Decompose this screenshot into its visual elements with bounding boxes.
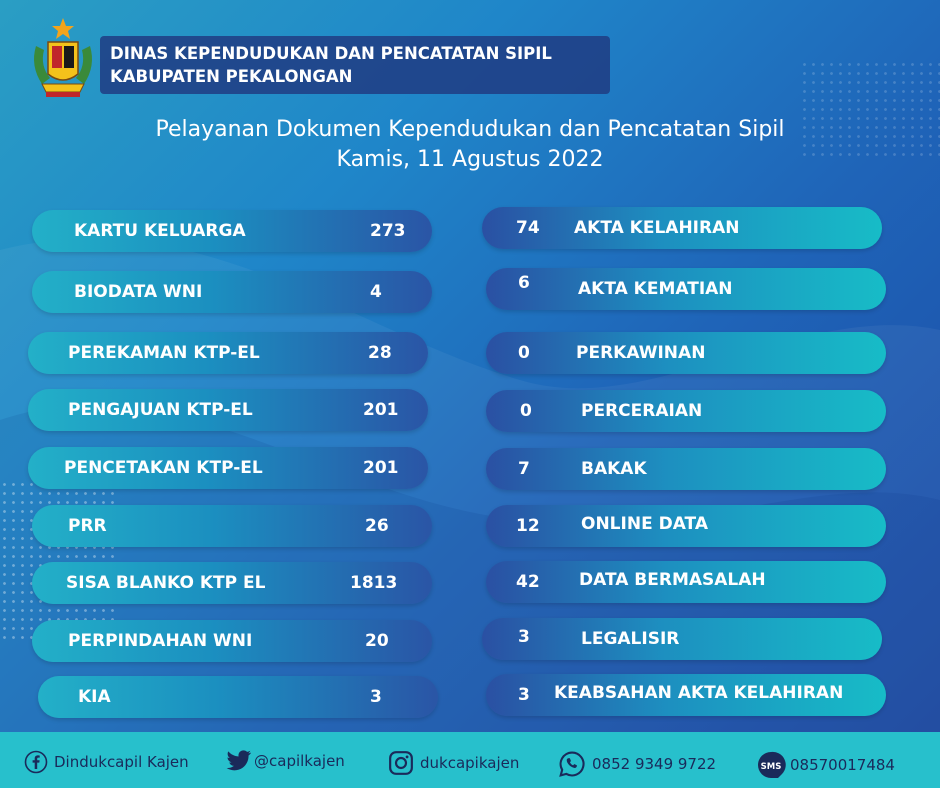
service-count: 74	[516, 218, 540, 238]
page-title: Pelayanan Dokumen Kependudukan dan Penca…	[155, 117, 785, 142]
service-label: KIA	[78, 687, 111, 707]
service-count: 12	[516, 516, 540, 536]
service-label: KARTU KELUARGA	[74, 221, 246, 241]
service-label: LEGALISIR	[581, 629, 680, 649]
twitter-icon	[226, 750, 252, 772]
service-count: 1813	[350, 573, 398, 593]
whatsapp-icon	[558, 750, 586, 778]
dot-pattern-left	[0, 480, 120, 640]
organization-name-box: DINAS KEPENDUDUKAN DAN PENCATATAN SIPIL …	[100, 36, 610, 94]
instagram-handle: dukcapikajen	[420, 754, 520, 772]
service-row-bakak: 7 BAKAK	[486, 448, 886, 490]
service-row-pengajuan-ktp-el: PENGAJUAN KTP-EL 201	[28, 389, 428, 431]
instagram-icon	[388, 750, 414, 776]
service-label: DATA BERMASALAH	[579, 570, 766, 590]
page-date: Kamis, 11 Agustus 2022	[336, 147, 604, 172]
service-row-keabsahan-akta-kelahiran: 3 KEABSAHAN AKTA KELAHIRAN	[486, 674, 886, 716]
service-row-perkawinan: 0 PERKAWINAN	[486, 332, 886, 374]
service-count: 3	[518, 685, 530, 705]
service-count: 6	[518, 273, 530, 293]
service-label: PERCERAIAN	[581, 401, 703, 421]
service-row-perekaman-ktp-el: PEREKAMAN KTP-EL 28	[28, 332, 428, 374]
service-label: BAKAK	[581, 459, 647, 479]
service-row-biodata-wni: BIODATA WNI 4	[32, 271, 432, 313]
whatsapp-contact[interactable]: 0852 9349 9722	[558, 750, 716, 778]
service-count: 28	[368, 343, 392, 363]
service-row-kia: KIA 3	[38, 676, 438, 718]
service-label: PERKAWINAN	[576, 343, 706, 363]
service-row-data-bermasalah: 42 DATA BERMASALAH	[486, 561, 886, 603]
service-count: 4	[370, 282, 382, 302]
service-label: SISA BLANKO KTP EL	[66, 573, 266, 593]
facebook-contact[interactable]: Dindukcapil Kajen	[24, 750, 189, 774]
service-label: BIODATA WNI	[74, 282, 203, 302]
service-count: 42	[516, 572, 540, 592]
twitter-contact[interactable]: @capilkajen	[226, 750, 345, 772]
service-count: 26	[365, 516, 389, 536]
service-row-akta-kematian: 6 AKTA KEMATIAN	[486, 268, 886, 310]
service-count: 20	[365, 631, 389, 651]
service-count: 3	[370, 687, 382, 707]
service-label: ONLINE DATA	[581, 514, 708, 534]
service-row-pencetakan-ktp-el: PENCETAKAN KTP-EL 201	[28, 447, 428, 489]
service-label: KEABSAHAN AKTA KELAHIRAN	[554, 683, 844, 703]
org-name-line2: KABUPATEN PEKALONGAN	[110, 67, 353, 86]
dot-pattern-right	[800, 60, 940, 160]
service-count: 7	[518, 459, 530, 479]
service-label: PENGAJUAN KTP-EL	[68, 400, 253, 420]
sms-icon: SMS	[756, 750, 786, 780]
service-row-perceraian: 0 PERCERAIAN	[486, 390, 886, 432]
service-label: PEREKAMAN KTP-EL	[68, 343, 260, 363]
service-label: PENCETAKAN KTP-EL	[64, 458, 263, 478]
service-count: 201	[363, 400, 399, 420]
instagram-contact[interactable]: dukcapikajen	[388, 750, 519, 776]
service-row-online-data: 12 ONLINE DATA	[486, 505, 886, 547]
footer-contact-bar: Dindukcapil Kajen @capilkajen dukcapikaj…	[0, 732, 940, 788]
sms-number: 08570017484	[790, 756, 895, 774]
service-label: PRR	[68, 516, 107, 536]
service-row-legalisir: 3 LEGALISIR	[482, 618, 882, 660]
sms-badge-text: SMS	[761, 762, 782, 772]
service-row-kartu-keluarga: KARTU KELUARGA 273	[32, 210, 432, 252]
sms-contact[interactable]: SMS 08570017484	[756, 750, 895, 780]
service-row-sisa-blanko-ktp-el: SISA BLANKO KTP EL 1813	[32, 562, 432, 604]
service-label: PERPINDAHAN WNI	[68, 631, 253, 651]
facebook-icon	[24, 750, 48, 774]
org-name-line1: DINAS KEPENDUDUKAN DAN PENCATATAN SIPIL	[110, 44, 552, 63]
kabupaten-pekalongan-emblem-icon	[28, 16, 98, 100]
service-row-prr: PRR 26	[32, 505, 432, 547]
service-count: 273	[370, 221, 406, 241]
service-count: 0	[520, 401, 532, 421]
service-count: 201	[363, 458, 399, 478]
service-label: AKTA KELAHIRAN	[574, 218, 740, 238]
service-count: 0	[518, 343, 530, 363]
service-label: AKTA KEMATIAN	[578, 279, 733, 299]
service-row-akta-kelahiran: 74 AKTA KELAHIRAN	[482, 207, 882, 249]
twitter-handle: @capilkajen	[254, 752, 345, 770]
whatsapp-number: 0852 9349 9722	[592, 755, 717, 773]
facebook-handle: Dindukcapil Kajen	[54, 753, 189, 771]
service-count: 3	[518, 627, 530, 647]
service-row-perpindahan-wni: PERPINDAHAN WNI 20	[32, 620, 432, 662]
